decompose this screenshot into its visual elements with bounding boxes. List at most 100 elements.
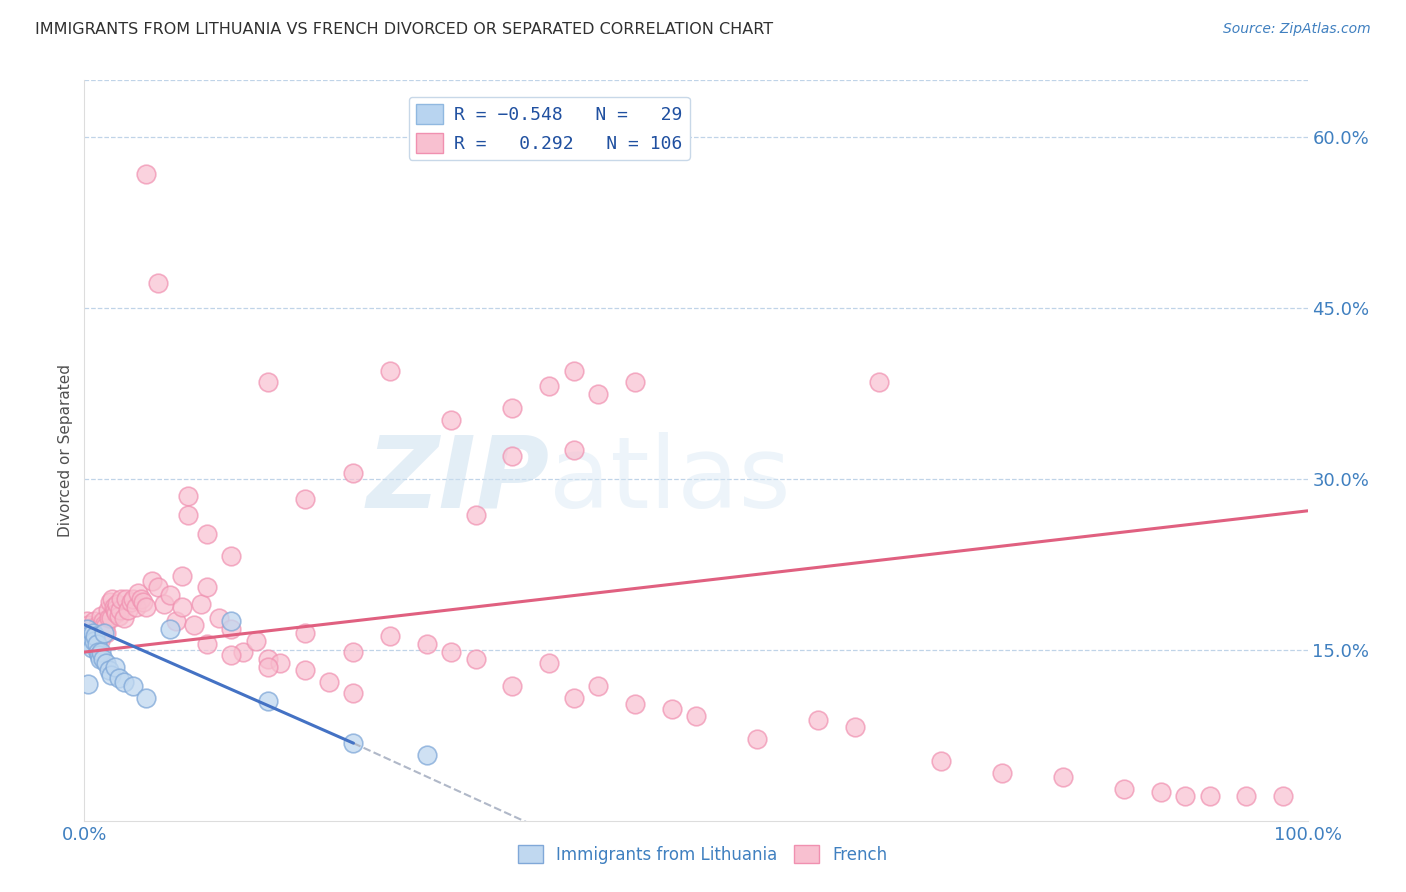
Point	[685, 709, 707, 723]
Point	[117, 603, 139, 617]
Point	[129, 591, 152, 606]
Point	[562, 364, 585, 378]
Point	[380, 364, 402, 378]
Point	[96, 657, 118, 671]
Point	[586, 386, 609, 401]
Point	[416, 747, 439, 762]
Point	[77, 617, 100, 632]
Point	[172, 568, 194, 582]
Text: IMMIGRANTS FROM LITHUANIA VS FRENCH DIVORCED OR SEPARATED CORRELATION CHART: IMMIGRANTS FROM LITHUANIA VS FRENCH DIVO…	[35, 22, 773, 37]
Point	[294, 492, 316, 507]
Point	[135, 167, 157, 181]
Point	[100, 668, 122, 682]
Point	[86, 622, 108, 636]
Point	[991, 765, 1014, 780]
Point	[107, 608, 129, 623]
Point	[112, 674, 135, 689]
Point	[195, 580, 218, 594]
Point	[93, 617, 115, 632]
Point	[132, 595, 155, 609]
Point	[177, 489, 200, 503]
Text: Source: ZipAtlas.com: Source: ZipAtlas.com	[1223, 22, 1371, 37]
Point	[104, 603, 127, 617]
Point	[177, 508, 200, 523]
Point	[440, 645, 463, 659]
Point	[79, 637, 101, 651]
Point	[97, 663, 120, 677]
Point	[165, 615, 187, 629]
Point	[342, 686, 364, 700]
Point	[844, 720, 866, 734]
Point	[105, 607, 128, 621]
Point	[77, 622, 100, 636]
Point	[76, 622, 98, 636]
Point	[98, 595, 121, 609]
Point	[91, 615, 114, 629]
Point	[464, 652, 486, 666]
Point	[127, 586, 149, 600]
Point	[82, 625, 104, 640]
Legend: Immigrants from Lithuania, French: Immigrants from Lithuania, French	[512, 838, 894, 871]
Point	[90, 645, 112, 659]
Text: ZIP: ZIP	[366, 432, 550, 529]
Point	[807, 714, 830, 728]
Point	[146, 276, 169, 290]
Point	[77, 629, 100, 643]
Point	[153, 597, 176, 611]
Point	[1114, 781, 1136, 796]
Point	[416, 637, 439, 651]
Point	[195, 637, 218, 651]
Point	[747, 731, 769, 746]
Point	[105, 597, 128, 611]
Point	[257, 694, 280, 708]
Point	[87, 617, 110, 632]
Point	[502, 679, 524, 693]
Point	[135, 690, 157, 705]
Point	[84, 629, 107, 643]
Point	[464, 508, 486, 523]
Point	[76, 615, 98, 629]
Point	[219, 622, 242, 636]
Point	[89, 633, 111, 648]
Point	[94, 620, 117, 634]
Point	[159, 622, 181, 636]
Point	[97, 603, 120, 617]
Point	[661, 702, 683, 716]
Point	[101, 591, 124, 606]
Point	[87, 645, 110, 659]
Point	[122, 591, 145, 606]
Point	[380, 629, 402, 643]
Point	[869, 375, 891, 389]
Point	[257, 660, 280, 674]
Point	[502, 401, 524, 416]
Point	[195, 526, 218, 541]
Point	[89, 652, 111, 666]
Point	[77, 677, 100, 691]
Point	[80, 629, 103, 643]
Point	[183, 617, 205, 632]
Point	[103, 599, 125, 614]
Point	[257, 652, 280, 666]
Point	[219, 549, 242, 564]
Point	[318, 674, 340, 689]
Point	[159, 588, 181, 602]
Point	[87, 622, 110, 636]
Point	[122, 679, 145, 693]
Point	[342, 645, 364, 659]
Point	[1052, 770, 1074, 784]
Point	[100, 611, 122, 625]
Point	[538, 378, 561, 392]
Point	[80, 640, 103, 655]
Point	[83, 615, 105, 629]
Point	[83, 633, 105, 648]
Point	[108, 603, 131, 617]
Point	[93, 625, 115, 640]
Point	[232, 645, 254, 659]
Point	[502, 449, 524, 463]
Point	[90, 608, 112, 623]
Point	[342, 736, 364, 750]
Point	[120, 595, 142, 609]
Point	[82, 620, 104, 634]
Point	[586, 679, 609, 693]
Point	[1198, 789, 1220, 803]
